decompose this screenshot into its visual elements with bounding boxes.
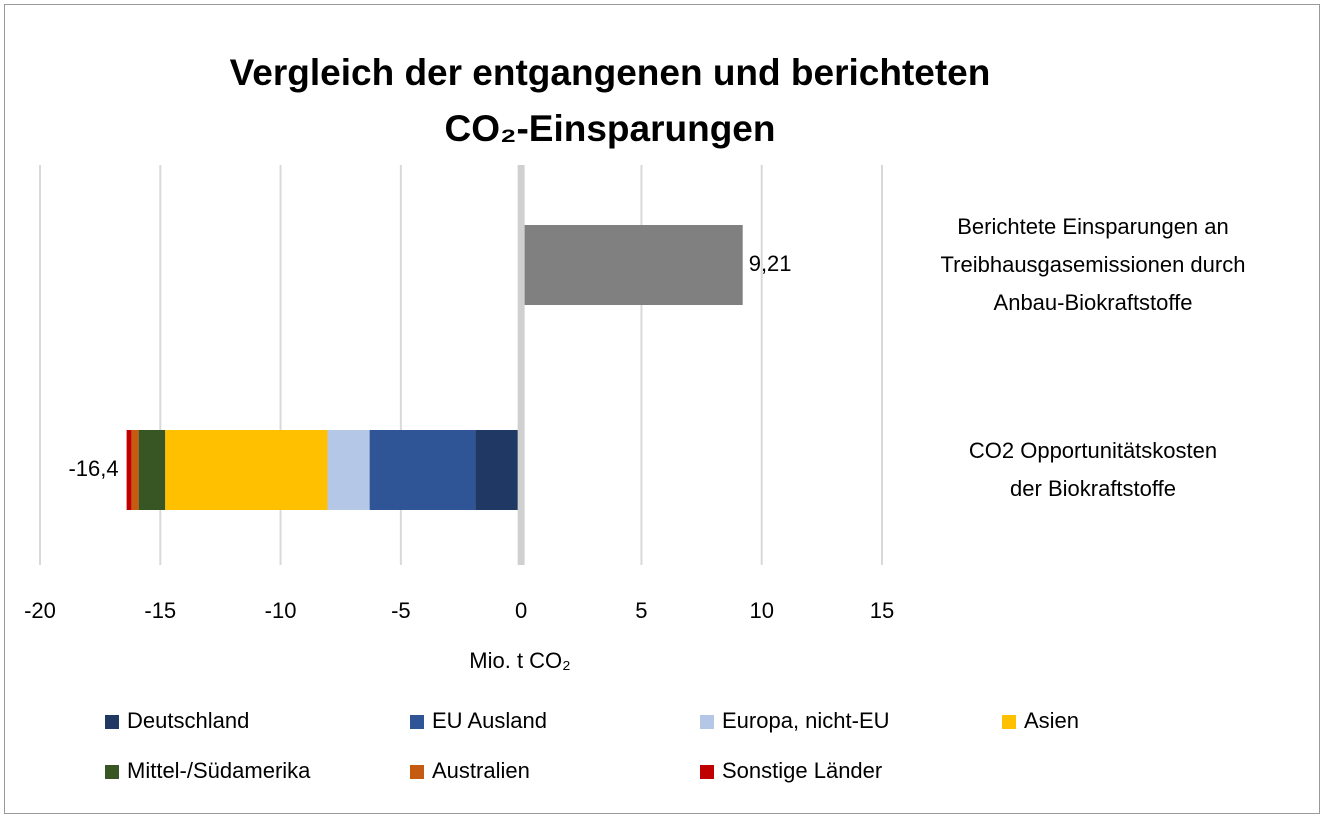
legend-label: Deutschland [127, 708, 249, 733]
x-axis-label: Mio. t CO₂ [469, 648, 570, 673]
bar-segment [138, 430, 166, 510]
bar-segment [369, 430, 476, 510]
legend-swatch [105, 765, 119, 779]
legend-label: Australien [432, 758, 530, 783]
x-tick-label: 5 [635, 598, 647, 623]
x-tick-label: -15 [144, 598, 176, 623]
x-tick-label: -20 [24, 598, 56, 623]
x-tick-label: 10 [749, 598, 773, 623]
bar-segment [165, 430, 328, 510]
bar-segment [521, 225, 743, 305]
legend-swatch [700, 765, 714, 779]
category-label: CO2 Opportunitätskosten der Biokraftstof… [968, 438, 1218, 501]
legend-swatch [410, 715, 424, 729]
bar-segment [475, 430, 522, 510]
bar-segment [126, 430, 132, 510]
legend-swatch [700, 715, 714, 729]
bar-segment [327, 430, 370, 510]
total-label: -16,4 [68, 456, 118, 481]
legend-label: Asien [1024, 708, 1079, 733]
legend-swatch [1002, 715, 1016, 729]
x-tick-label: 15 [870, 598, 894, 623]
x-tick-label: -10 [265, 598, 297, 623]
x-tick-label: 0 [515, 598, 527, 623]
data-label: 9,21 [749, 251, 792, 276]
legend-label: EU Ausland [432, 708, 547, 733]
bar-segment [131, 430, 139, 510]
legend-label: Europa, nicht-EU [722, 708, 890, 733]
legend-swatch [105, 715, 119, 729]
x-tick-label: -5 [391, 598, 411, 623]
legend-label: Mittel-/Südamerika [127, 758, 311, 783]
chart-title: Vergleich der entgangenen und berichtete… [229, 52, 991, 149]
legend-swatch [410, 765, 424, 779]
chart-border [4, 4, 1320, 814]
legend-label: Sonstige Länder [722, 758, 882, 783]
category-label: Berichtete Einsparungen an Treibhausgase… [940, 214, 1246, 315]
